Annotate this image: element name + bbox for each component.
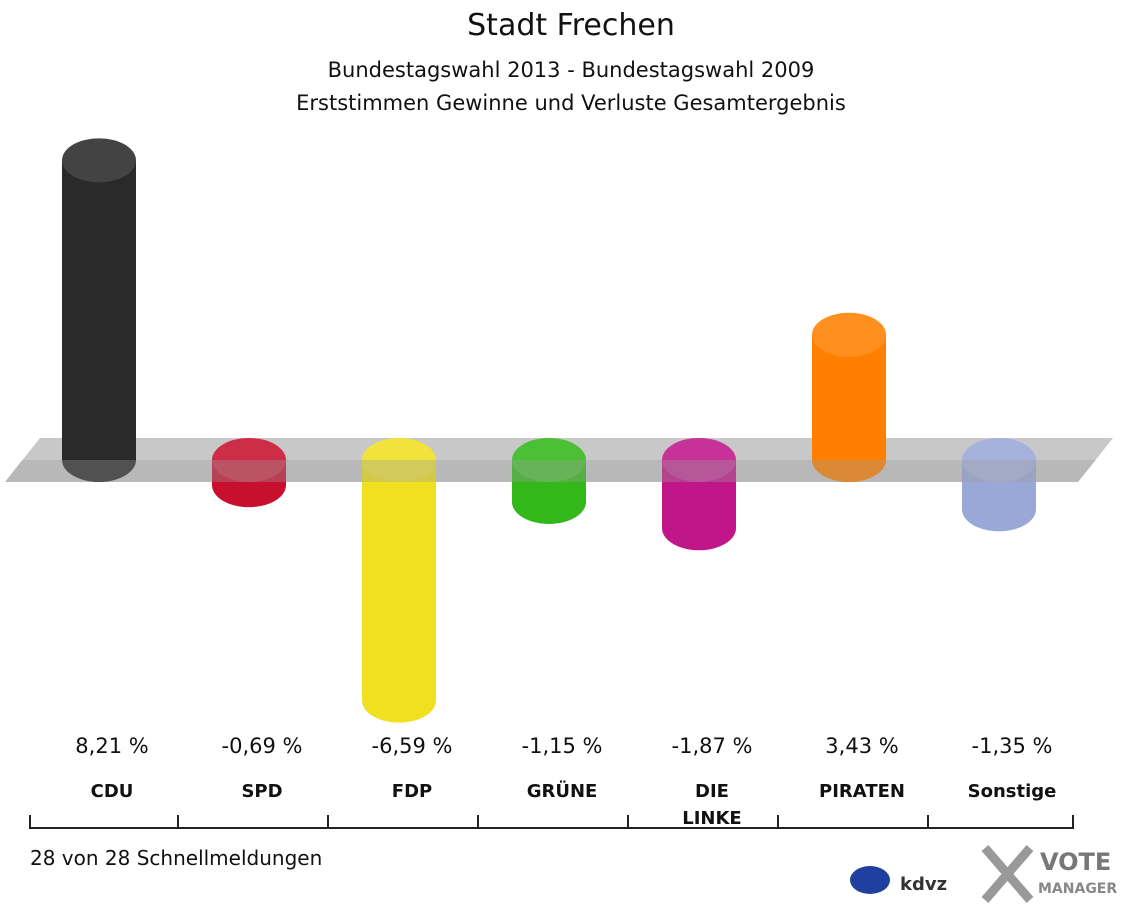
bar-highlight	[512, 438, 586, 482]
logo-icon	[981, 845, 1034, 903]
bar-cap	[362, 438, 436, 482]
value-label: -0,69 %	[221, 734, 303, 758]
bracket	[29, 815, 1074, 829]
logo-icon	[850, 866, 890, 894]
category-label: CDU	[90, 781, 134, 802]
bar-highlight	[662, 438, 736, 482]
bars	[5, 138, 1113, 723]
subtitle: Erststimmen Gewinne und Verluste Gesamte…	[296, 91, 846, 115]
bar-cap	[662, 438, 736, 482]
category-label: DIE LINKE	[682, 781, 742, 829]
bar	[62, 160, 136, 460]
category-label: FDP	[391, 781, 433, 802]
subtitle: Bundestagswahl 2013 - Bundestagswahl 200…	[328, 58, 815, 82]
bar-cap	[212, 438, 286, 482]
category-label: PIRATEN	[819, 781, 905, 802]
category-label: GRÜNE	[526, 781, 598, 802]
bar-highlight	[362, 438, 436, 482]
value-label: -6,59 %	[371, 734, 453, 758]
value-label: -1,87 %	[671, 734, 753, 758]
footnote: 28 von 28 Schnellmeldungen	[30, 846, 322, 870]
bar	[362, 460, 436, 701]
bar-highlight	[62, 138, 136, 183]
bar-highlight	[812, 312, 886, 357]
bar-cap	[812, 312, 886, 357]
bar-highlight	[962, 438, 1036, 482]
bar-cap	[512, 438, 586, 482]
logo-text: VOTE	[1040, 848, 1111, 876]
logo-text: kdvz	[900, 874, 947, 895]
category-label: SPD	[241, 781, 283, 802]
value-label: 8,21 %	[75, 734, 149, 758]
chart-title: Stadt Frechen	[467, 8, 675, 43]
value-label: 3,43 %	[825, 734, 899, 758]
bar-cap	[962, 438, 1036, 482]
bar-cap	[62, 138, 136, 183]
value-label: -1,35 %	[971, 734, 1053, 758]
value-label: -1,15 %	[521, 734, 603, 758]
category-label: Sonstige	[967, 781, 1057, 802]
bar-highlight	[212, 438, 286, 482]
zero-plane-front	[5, 460, 1096, 482]
logo-text: MANAGER	[1038, 881, 1117, 897]
